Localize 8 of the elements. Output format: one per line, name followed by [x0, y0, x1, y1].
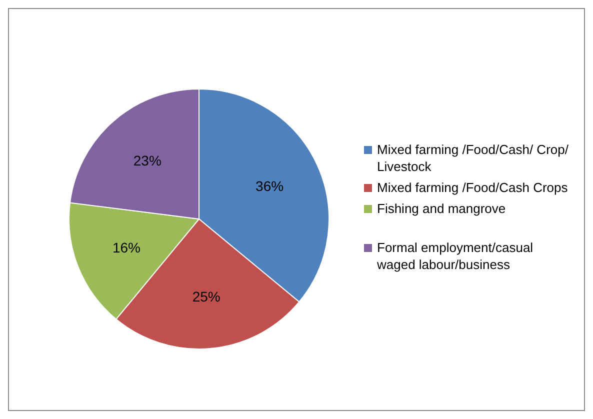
legend-label: Mixed farming /Food/Cash/ Crop/ Livestock [377, 141, 570, 175]
legend-label: Fishing and mangrove [377, 200, 506, 217]
data-label: 23% [133, 152, 162, 168]
legend-label: Mixed farming /Food/Cash Crops [377, 179, 568, 196]
data-label: 25% [192, 288, 220, 305]
legend-label: Formal employment/casual waged labour/business [377, 239, 534, 273]
data-label: 36% [256, 178, 284, 194]
data-label: 16% [112, 240, 140, 256]
